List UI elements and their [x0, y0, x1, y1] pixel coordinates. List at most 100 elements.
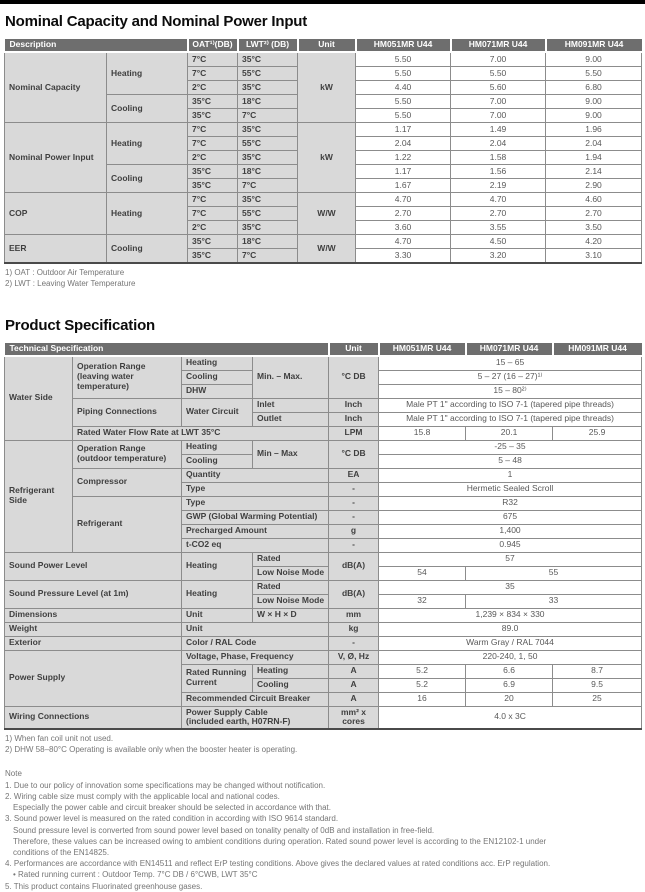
value-cell: 3.60	[355, 220, 452, 235]
value-cell: 1,239 × 834 × 330	[378, 607, 643, 623]
table-row: 7°C 55°C 2.70 2.70 2.70	[5, 206, 643, 221]
label-cell: Nominal Power Input	[4, 122, 107, 193]
label-cell: DHW	[181, 383, 253, 399]
label-cell: 7°C	[237, 178, 299, 193]
unit-cell: V, Ø, Hz	[328, 649, 380, 665]
unit-cell: -	[328, 635, 380, 651]
value-cell: 33	[465, 593, 643, 609]
label-cell: 2°C	[187, 220, 239, 235]
label-cell: 35°C	[187, 178, 239, 193]
footnote-line: 2) LWT : Leaving Water Temperature	[5, 278, 136, 288]
table-row: COP Heating 7°C 35°C W/W 4.70 4.70 4.60	[4, 192, 643, 235]
value-cell: 2.19	[450, 178, 547, 193]
label-cell: Heating	[105, 51, 189, 95]
value-cell: 2.70	[355, 206, 452, 221]
notes-label: Note	[5, 768, 22, 778]
table-row: 2°C 35°C 4.40 5.60 6.80	[5, 80, 643, 95]
label-cell: t-CO2 eq	[180, 537, 330, 553]
value-cell: 7.00	[450, 51, 547, 67]
table-row: Piping Connections Water Circuit Inlet Inch…	[5, 397, 643, 427]
label-cell: Water Circuit	[181, 397, 253, 427]
label-cell: Refrigerant	[72, 495, 182, 553]
label-cell: Inlet	[251, 397, 330, 413]
table-row: EER Cooling 35°C 18°C W/W 4.70 4.50 4.20	[4, 234, 643, 264]
value-cell: 5.50	[355, 94, 452, 109]
top-rule	[0, 0, 645, 4]
value-cell: 1,400	[378, 523, 643, 539]
value-cell: 57	[378, 551, 643, 567]
value-cell: 6.80	[545, 80, 643, 95]
table-row: Power Supply Voltage, Phase, Frequency V, …	[4, 649, 643, 707]
value-cell: Male PT 1" according to ISO 7-1 (tapered…	[378, 411, 643, 427]
value-cell: Warm Gray / RAL 7044	[378, 635, 643, 651]
value-cell: 32	[378, 593, 467, 609]
notes-section: Note 1. Due to our policy of innovation …	[5, 768, 645, 892]
label-cell: 7°C	[187, 122, 239, 137]
nominal-capacity-table: Description OAT¹⁾(DB) LWT²⁾ (DB) Unit HM051M…	[4, 37, 643, 264]
header-cell: HM051MR U44	[377, 340, 467, 357]
value-cell: 16	[378, 691, 467, 707]
value-cell: 4.70	[355, 234, 452, 249]
spec-footnotes: 1) When fan coil unit not used. 2) DHW 58…	[5, 734, 645, 756]
unit-cell: dB(A)	[328, 551, 380, 581]
label-cell: 35°C	[237, 122, 299, 137]
value-cell: 6.6	[465, 663, 554, 679]
label-cell: Power Supply Cable (included earth, H07R…	[180, 705, 330, 730]
value-cell: 0.945	[378, 537, 643, 553]
value-cell: 15 – 80²⁾	[378, 383, 643, 399]
value-cell: R32	[378, 495, 643, 511]
value-cell: 2.04	[450, 136, 547, 151]
table-row: Precharged Amount g 1,400	[5, 523, 643, 539]
label-cell: Piping Connections	[72, 397, 182, 427]
value-cell: 55	[465, 565, 643, 581]
capacity-footnotes: 1) OAT : Outdoor Air Temperature 2) LWT :…	[5, 268, 645, 290]
label-cell: 35°C	[237, 80, 299, 95]
table-row: Nominal Capacity Heating 7°C 35°C kW 5.50 7.00…	[4, 51, 643, 123]
value-cell: 4.50	[450, 234, 547, 249]
header-cell: LWT²⁾ (DB)	[236, 37, 299, 53]
label-cell: 35°C	[237, 220, 299, 235]
value-cell: 5.50	[355, 108, 452, 123]
value-cell: 9.5	[552, 677, 643, 693]
value-cell: 54	[378, 565, 467, 581]
note-line: 4. Performances are accordance with EN14…	[5, 859, 551, 869]
header-cell: Technical Specification	[4, 340, 330, 357]
header-cell: HM051MR U44	[354, 37, 452, 53]
footnote-line: 1) OAT : Outdoor Air Temperature	[5, 268, 125, 277]
unit-cell: kW	[297, 122, 357, 193]
table-row: Weight Unit kg 89.0	[4, 621, 643, 637]
unit-cell: dB(A)	[328, 579, 380, 609]
note-line: Especially the power cable and circuit b…	[13, 803, 331, 813]
value-cell: 1.96	[545, 122, 643, 137]
header-cell: Unit	[327, 340, 380, 357]
label-cell: GWP (Global Warming Potential)	[180, 509, 330, 525]
header-cell: Unit	[296, 37, 357, 53]
label-cell: Unit	[180, 621, 330, 637]
label-cell: Weight	[4, 621, 182, 637]
label-cell: Sound Pressure Level (at 1m)	[4, 579, 182, 609]
unit-cell: -	[328, 495, 380, 511]
label-cell: 7°C	[187, 51, 239, 67]
label-cell: Heating	[181, 579, 253, 609]
unit-cell: W/W	[297, 192, 357, 235]
unit-cell: kg	[328, 621, 380, 637]
table-row: Low Noise Mode 32 33	[5, 593, 643, 609]
value-cell: 3.10	[545, 248, 643, 264]
unit-cell: EA	[328, 467, 380, 483]
unit-cell: -	[328, 537, 380, 553]
value-cell: 4.60	[545, 192, 643, 207]
product-specification-table: Technical Specification Unit HM051MR U44 HM…	[4, 340, 643, 731]
value-cell: 4.40	[355, 80, 452, 95]
section-title-product-specification: Product Specification	[5, 316, 155, 334]
table-row: Rated Water Flow Rate at LWT 35°C LPM 15.8…	[5, 425, 643, 441]
label-cell: 18°C	[237, 94, 299, 109]
label-cell: 7°C	[187, 66, 239, 81]
unit-cell: °C DB	[328, 439, 380, 469]
label-cell: Low Noise Mode	[251, 565, 330, 581]
label-cell: 18°C	[237, 234, 299, 249]
value-cell: 15 – 65	[378, 355, 643, 371]
label-cell: Wiring Connections	[4, 705, 182, 730]
value-cell: -25 – 35	[378, 439, 643, 455]
label-cell: 55°C	[237, 66, 299, 81]
